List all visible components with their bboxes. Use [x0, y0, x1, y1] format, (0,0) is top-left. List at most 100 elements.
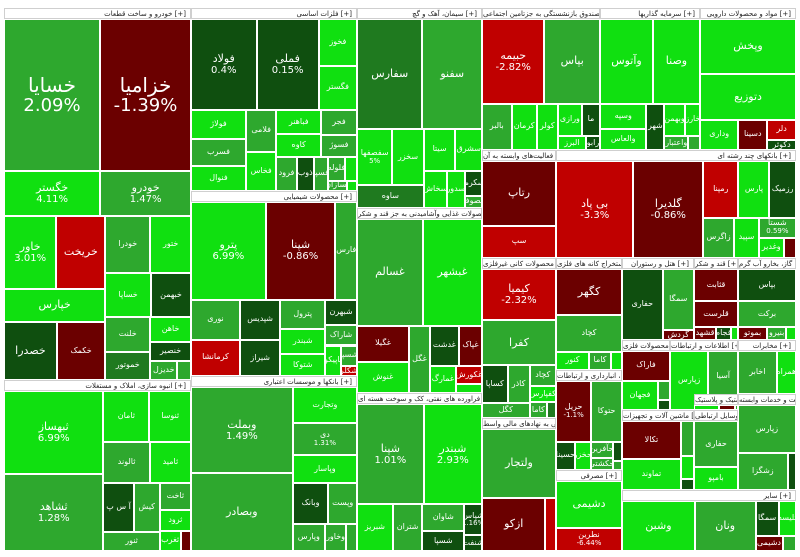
- stock-tile[interactable]: خساپا: [105, 272, 151, 318]
- stock-tile[interactable]: ذوب: [296, 156, 314, 191]
- stock-tile[interactable]: زشگزا: [738, 452, 788, 490]
- stock-tile[interactable]: ثرود: [159, 510, 191, 531]
- stock-tile[interactable]: رابو: [585, 136, 600, 150]
- stock-tile[interactable]: حکشتی: [590, 457, 613, 470]
- stock-tile[interactable]: غمارگ: [429, 366, 456, 393]
- sector-header[interactable]: سیمان، آهک و گچ [+]: [357, 8, 482, 19]
- stock-tile[interactable]: بامپو: [694, 467, 738, 490]
- stock-tile[interactable]: ازکو: [482, 497, 546, 551]
- stock-tile[interactable]: ثبهساز 6.99%: [4, 391, 104, 475]
- stock-tile[interactable]: شسپا: [422, 530, 465, 551]
- stock-tile[interactable]: فولاژ: [191, 109, 246, 139]
- stock-tile[interactable]: ما: [581, 103, 600, 137]
- stock-tile[interactable]: شکلر: [341, 365, 357, 376]
- stock-tile[interactable]: [347, 180, 357, 191]
- stock-tile[interactable]: [344, 156, 357, 181]
- stock-tile[interactable]: ونان: [694, 501, 756, 551]
- stock-tile[interactable]: فسوژ: [320, 134, 357, 157]
- stock-tile[interactable]: خلنت: [105, 317, 151, 352]
- stock-tile[interactable]: دلر: [767, 119, 796, 140]
- stock-tile[interactable]: بنیرو: [767, 327, 787, 340]
- stock-tile[interactable]: خسایا 2.09%: [4, 19, 101, 171]
- sector-header[interactable]: قند و شکر [+]: [694, 258, 738, 269]
- stock-tile[interactable]: [718, 405, 736, 410]
- stock-tile[interactable]: ثغرب: [159, 530, 181, 551]
- sector-header[interactable]: لاستیک و پلاستیک [+]: [694, 394, 738, 405]
- stock-tile[interactable]: حسینا: [556, 441, 575, 470]
- stock-tile[interactable]: کاما: [589, 351, 611, 370]
- stock-tile[interactable]: نطرین -6.44%: [556, 527, 622, 551]
- stock-tile[interactable]: بپاس: [544, 19, 600, 104]
- stock-tile[interactable]: کنور: [556, 351, 589, 370]
- stock-tile[interactable]: کفپارس: [529, 386, 556, 403]
- stock-tile[interactable]: حریل -1.1%: [556, 381, 592, 442]
- sector-header[interactable]: حمل ونقل، انبارداری و ارتباطات [+]: [556, 370, 622, 381]
- stock-tile[interactable]: حخزر: [574, 441, 591, 470]
- stock-tile[interactable]: فسازان: [328, 180, 348, 191]
- stock-tile[interactable]: غگیلا: [357, 325, 410, 362]
- stock-tile[interactable]: غدشت: [429, 325, 459, 367]
- stock-tile[interactable]: کفرا: [482, 319, 556, 366]
- stock-tile[interactable]: شپاس1.16%: [464, 504, 482, 536]
- stock-tile[interactable]: کرمانشا: [191, 339, 240, 376]
- stock-tile[interactable]: [547, 402, 556, 418]
- stock-tile[interactable]: بالبر: [482, 103, 512, 150]
- stock-tile[interactable]: سپید: [734, 217, 759, 258]
- sector-header[interactable]: سرمایه گذاریها [+]: [600, 8, 700, 19]
- stock-tile[interactable]: شستا 0.59%: [758, 217, 796, 238]
- sector-header[interactable]: سایر محصولات کانی غیرفلزی [+]: [482, 258, 556, 269]
- stock-tile[interactable]: سخزر: [392, 129, 424, 186]
- sector-header[interactable]: محصولات شیمیایی [+]: [191, 191, 357, 202]
- stock-tile[interactable]: سکرما: [464, 170, 482, 196]
- stock-tile[interactable]: [786, 327, 796, 340]
- stock-tile[interactable]: بموتو: [738, 327, 767, 340]
- stock-tile[interactable]: دسینا: [738, 119, 768, 150]
- stock-tile[interactable]: وپاسار: [292, 455, 357, 483]
- stock-tile[interactable]: زاگرس: [703, 217, 735, 258]
- stock-tile[interactable]: حفاری: [694, 421, 738, 467]
- stock-tile[interactable]: قلرست: [694, 301, 738, 328]
- sector-header[interactable]: فلزات اساسی [+]: [191, 8, 357, 19]
- stock-tile[interactable]: پترول: [280, 299, 326, 329]
- stock-tile[interactable]: وخارزم: [684, 103, 700, 137]
- stock-tile[interactable]: ولتجار: [482, 429, 556, 498]
- stock-tile[interactable]: سدور: [447, 170, 465, 208]
- stock-tile[interactable]: [782, 536, 796, 551]
- stock-tile[interactable]: سفصفها 5%: [357, 129, 393, 186]
- stock-tile[interactable]: شبندر: [280, 328, 326, 355]
- stock-tile[interactable]: بی پاد -3.3%: [556, 161, 634, 258]
- stock-tile[interactable]: [545, 497, 556, 551]
- stock-tile[interactable]: غسالم: [357, 219, 423, 326]
- stock-tile[interactable]: فولاد 0.4%: [191, 19, 257, 110]
- sector-header[interactable]: ماشین آلات و تجهیزات [+]: [622, 410, 694, 421]
- stock-tile[interactable]: [455, 384, 482, 393]
- stock-tile[interactable]: دشیمی: [556, 481, 622, 528]
- stock-tile[interactable]: تماوند: [622, 459, 681, 490]
- stock-tile[interactable]: ثامید: [149, 441, 191, 484]
- stock-tile[interactable]: خودرو 1.47%: [100, 170, 191, 216]
- stock-tile[interactable]: فلامی: [245, 109, 277, 152]
- stock-tile[interactable]: [658, 400, 670, 410]
- stock-tile[interactable]: شبریز: [357, 504, 393, 551]
- stock-tile[interactable]: سیتا: [423, 129, 456, 171]
- sector-header[interactable]: محصولات غذایی وآشامیدنی به جز قند و شکر …: [357, 208, 482, 219]
- stock-tile[interactable]: [612, 441, 622, 461]
- stock-tile[interactable]: سشرق: [455, 129, 482, 171]
- stock-tile[interactable]: [611, 351, 622, 370]
- stock-tile[interactable]: قشهد: [694, 327, 716, 340]
- stock-tile[interactable]: [612, 460, 622, 470]
- stock-tile[interactable]: فگستر: [318, 65, 357, 110]
- stock-tile[interactable]: حبیمه -2.82%: [482, 19, 545, 104]
- stock-tile[interactable]: وبملت 1.49%: [191, 387, 293, 474]
- sector-header[interactable]: فعالیتهای کمکی به نهادهای مالی واسط [+]: [482, 418, 556, 429]
- stock-tile[interactable]: کیمیا -2.32%: [482, 269, 556, 320]
- stock-tile[interactable]: دتوزیع: [700, 73, 796, 120]
- sector-header[interactable]: عرضه برق، گاز، بخارو آب گرم [+]: [738, 258, 796, 269]
- stock-tile[interactable]: ثامان: [103, 391, 150, 442]
- stock-tile[interactable]: ورازی: [557, 103, 582, 137]
- stock-tile[interactable]: تکالا: [622, 421, 681, 460]
- stock-tile[interactable]: سصوفی: [464, 195, 482, 208]
- stock-tile[interactable]: [688, 136, 700, 150]
- stock-tile[interactable]: [680, 455, 694, 479]
- stock-tile[interactable]: خموتور: [105, 351, 151, 380]
